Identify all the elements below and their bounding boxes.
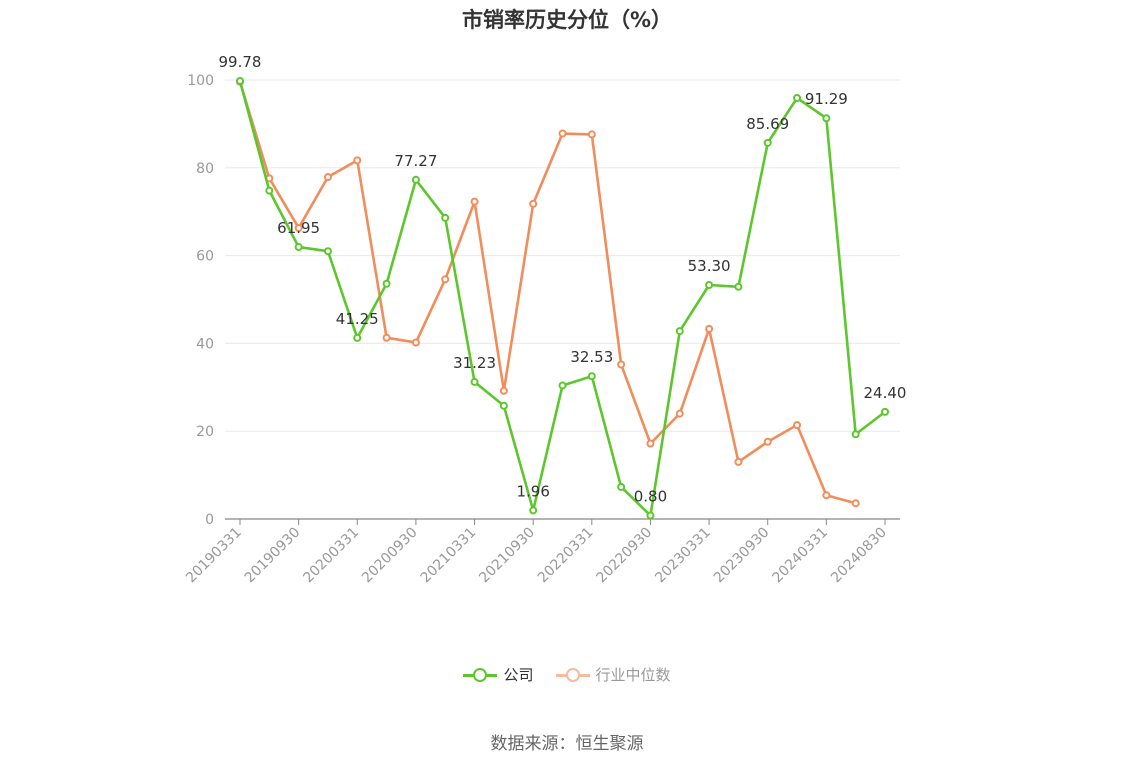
series-line-company <box>238 80 886 517</box>
legend-item-industry[interactable]: 行业中位数 <box>555 664 671 685</box>
data-point-company <box>470 377 479 386</box>
legend-item-company[interactable]: 公司 <box>463 664 534 685</box>
x-tick-label: 20200331 <box>300 525 362 587</box>
data-point-company <box>587 372 596 381</box>
data-point-company <box>705 281 714 290</box>
data-point-company <box>294 243 303 252</box>
y-tick-label: 80 <box>196 161 214 177</box>
data-point-industry <box>441 275 450 284</box>
data-point-company <box>236 76 244 85</box>
series-line-industry <box>238 81 857 505</box>
data-point-company <box>822 114 831 123</box>
data-label: 24.40 <box>864 384 907 402</box>
data-point-industry <box>675 409 684 418</box>
data-point-company <box>323 247 332 256</box>
y-tick-label: 40 <box>196 336 214 352</box>
data-point-industry <box>705 324 714 333</box>
x-tick-label: 20240830 <box>828 525 890 587</box>
data-label: 32.53 <box>570 348 613 366</box>
legend-industry-label: 行业中位数 <box>595 666 671 684</box>
data-label: 85.69 <box>746 115 789 133</box>
x-tick-label: 20230930 <box>711 525 773 587</box>
data-point-company <box>734 282 743 291</box>
data-point-industry <box>499 386 508 395</box>
data-point-company <box>441 213 450 222</box>
data-point-company <box>646 511 655 520</box>
data-point-company <box>529 506 538 515</box>
data-point-industry <box>587 130 596 139</box>
y-tick-label: 100 <box>187 73 214 89</box>
data-point-company <box>793 93 802 102</box>
data-point-industry <box>411 338 420 347</box>
data-point-industry <box>353 156 362 165</box>
data-point-company <box>558 381 567 390</box>
x-tick-label: 20220930 <box>594 525 656 587</box>
data-point-industry <box>617 360 626 369</box>
data-point-company <box>265 186 274 195</box>
data-point-company <box>353 333 362 342</box>
data-point-industry <box>822 491 831 500</box>
x-tick-label: 20220331 <box>535 525 597 587</box>
legend-company-label: 公司 <box>503 666 534 684</box>
x-tick-label: 20200930 <box>359 525 421 587</box>
x-tick-label: 20230331 <box>652 525 714 587</box>
data-label: 99.78 <box>219 53 262 71</box>
x-tick-label: 20190930 <box>242 525 304 587</box>
y-tick-label: 0 <box>205 512 214 528</box>
data-point-industry <box>851 499 860 508</box>
data-point-industry <box>294 223 303 232</box>
data-point-industry <box>558 129 567 138</box>
x-tick-label: 20210331 <box>418 525 480 587</box>
data-label: 77.27 <box>394 152 437 170</box>
y-tick-label: 20 <box>196 424 214 440</box>
data-label: 41.25 <box>336 310 379 328</box>
data-point-company <box>881 407 889 416</box>
data-label: 61.95 <box>277 219 320 237</box>
data-point-industry <box>793 421 802 430</box>
x-tick-label: 20190331 <box>183 525 245 587</box>
data-label: 91.29 <box>805 90 848 108</box>
data-point-industry <box>323 173 332 182</box>
data-point-company <box>411 175 420 184</box>
data-point-company <box>851 430 860 439</box>
x-tick-label: 20240331 <box>769 525 831 587</box>
data-point-industry <box>646 439 655 448</box>
data-point-industry <box>382 333 391 342</box>
legend: 公司 行业中位数 <box>0 664 1134 685</box>
data-label: 53.30 <box>688 257 731 275</box>
data-point-industry <box>470 197 479 206</box>
data-point-company <box>382 279 391 288</box>
data-point-company <box>499 401 508 410</box>
data-source: 数据来源：恒生聚源 <box>490 734 644 754</box>
legend-company-marker-icon <box>463 665 498 685</box>
data-point-company <box>763 138 772 147</box>
y-tick-label: 60 <box>196 249 214 265</box>
data-point-company <box>675 327 684 336</box>
data-point-industry <box>529 199 538 208</box>
data-label: 31.23 <box>453 354 496 372</box>
data-point-industry <box>734 457 743 466</box>
data-label: 0.80 <box>634 487 667 505</box>
chart-title: 市销率历史分位（%） <box>461 8 673 32</box>
x-tick-label: 20210930 <box>476 525 538 587</box>
legend-industry-marker-icon <box>555 665 590 685</box>
data-point-industry <box>763 437 772 446</box>
data-point-company <box>617 482 626 491</box>
data-label: 1.96 <box>516 482 549 500</box>
